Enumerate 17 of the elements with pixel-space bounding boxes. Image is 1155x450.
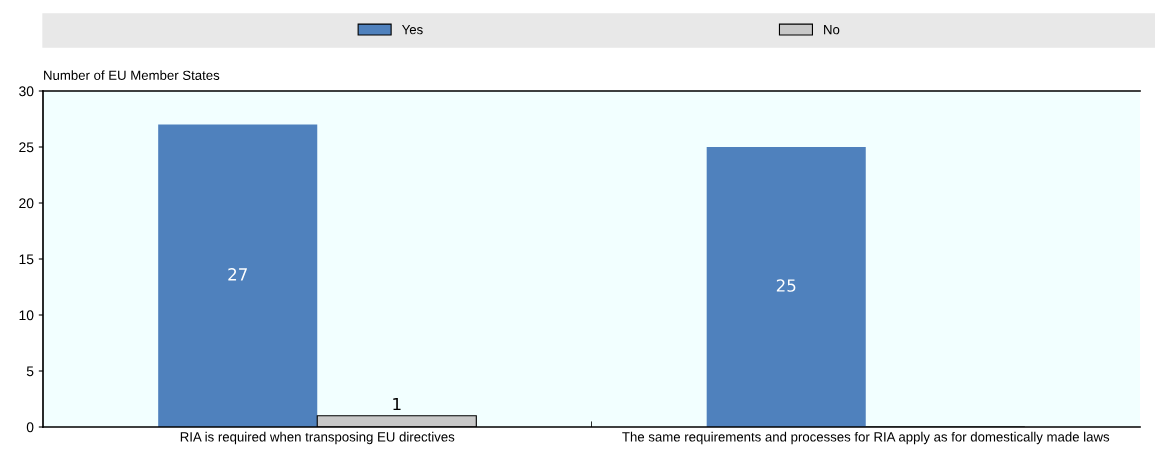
y-tick-label: 30 [19,86,34,97]
y-tick-label: 10 [19,310,34,321]
data-label: 27 [228,268,247,281]
y-tick-label: 25 [19,142,34,153]
y-axis-title: Number of EU Member States [44,70,220,80]
bar [706,147,866,427]
x-tick-label: The same requirements and processes for RIA apply as for domestically made laws [622,431,1110,445]
y-tick-label: 20 [19,198,34,209]
bar [158,124,318,427]
legend-label: Yes [401,25,423,35]
data-label: 1 [393,397,401,411]
legend-label: No [824,25,840,35]
y-tick-label: 5 [26,366,34,377]
y-tick-label: 15 [19,254,34,265]
data-label: 25 [776,279,796,292]
y-tick-label: 0 [26,422,34,433]
x-tick-label: RIA is required when transposing EU directives [180,431,455,445]
